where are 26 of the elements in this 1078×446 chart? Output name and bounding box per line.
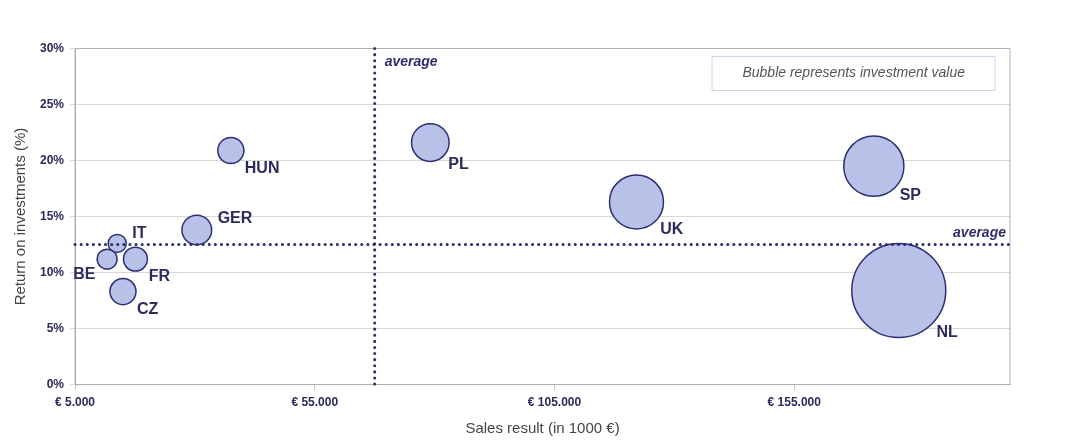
series-label: GER (217, 208, 253, 226)
x-tick-label: € 55.000 (291, 395, 339, 410)
series-label: BE (73, 265, 96, 283)
series-label: FR (148, 266, 171, 284)
series-label: NL (936, 322, 959, 340)
series-label: IT (132, 223, 147, 241)
x-tick-label: € 105.000 (527, 395, 582, 410)
y-tick-label: 25% (39, 96, 65, 111)
annotation: Bubble represents investment value (742, 64, 966, 81)
ref-line-label: average (953, 224, 1007, 241)
series-label: UK (660, 220, 684, 238)
x-tick-label: € 5.000 (54, 395, 96, 410)
y-tick-label: 0% (46, 376, 65, 391)
series-label: CZ (136, 299, 159, 317)
y-tick-label: 10% (39, 264, 65, 279)
series-label: SP (899, 186, 922, 204)
y-tick-label: 20% (39, 152, 65, 167)
series-label: PL (448, 154, 469, 172)
series-label: HUN (244, 158, 280, 176)
y-tick-label: 15% (39, 208, 65, 223)
x-axis-title: Sales result (in 1000 €) (465, 419, 620, 437)
y-tick-label: 30% (39, 40, 65, 55)
ref-line-label: average (384, 53, 438, 70)
y-axis-title: Return on investments (%) (11, 127, 29, 306)
y-tick-label: 5% (46, 320, 65, 335)
x-tick-label: € 155.000 (767, 395, 822, 410)
